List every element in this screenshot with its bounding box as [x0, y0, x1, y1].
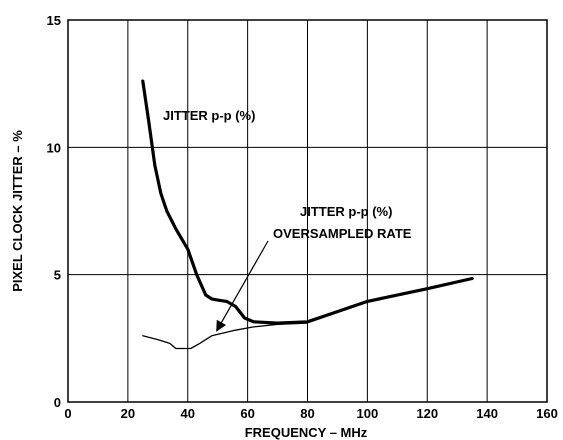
- tick-labels: 0 20 40 60 80 100 120 140 160 0 5 10 15: [47, 13, 558, 421]
- y-tick-label: 15: [47, 13, 61, 28]
- x-tick-label: 60: [240, 406, 254, 421]
- x-tick-label: 120: [416, 406, 438, 421]
- x-tick-label: 160: [536, 406, 558, 421]
- series-line-0: [141, 79, 474, 325]
- y-axis-label: PIXEL CLOCK JITTER – %: [10, 130, 25, 292]
- x-tick-label: 0: [64, 406, 71, 421]
- x-axis-label: FREQUENCY – MHz: [245, 425, 368, 440]
- series-layer: [141, 79, 474, 350]
- annotation-oversampled-line2: OVERSAMPLED RATE: [273, 226, 412, 241]
- x-tick-label: 100: [357, 406, 379, 421]
- y-tick-label: 0: [54, 395, 61, 410]
- annotation-oversampled-line1: JITTER p-p (%): [300, 204, 392, 219]
- x-tick-label: 140: [476, 406, 498, 421]
- y-tick-label: 10: [47, 140, 61, 155]
- annotation-jitter: JITTER p-p (%): [163, 108, 255, 123]
- plot-frame: [67, 19, 548, 403]
- x-tick-label: 40: [181, 406, 195, 421]
- y-tick-label: 5: [54, 268, 61, 283]
- series-line-1: [142, 322, 309, 350]
- x-tick-label: 80: [300, 406, 314, 421]
- x-tick-label: 20: [121, 406, 135, 421]
- annotation-arrow: [216, 240, 269, 332]
